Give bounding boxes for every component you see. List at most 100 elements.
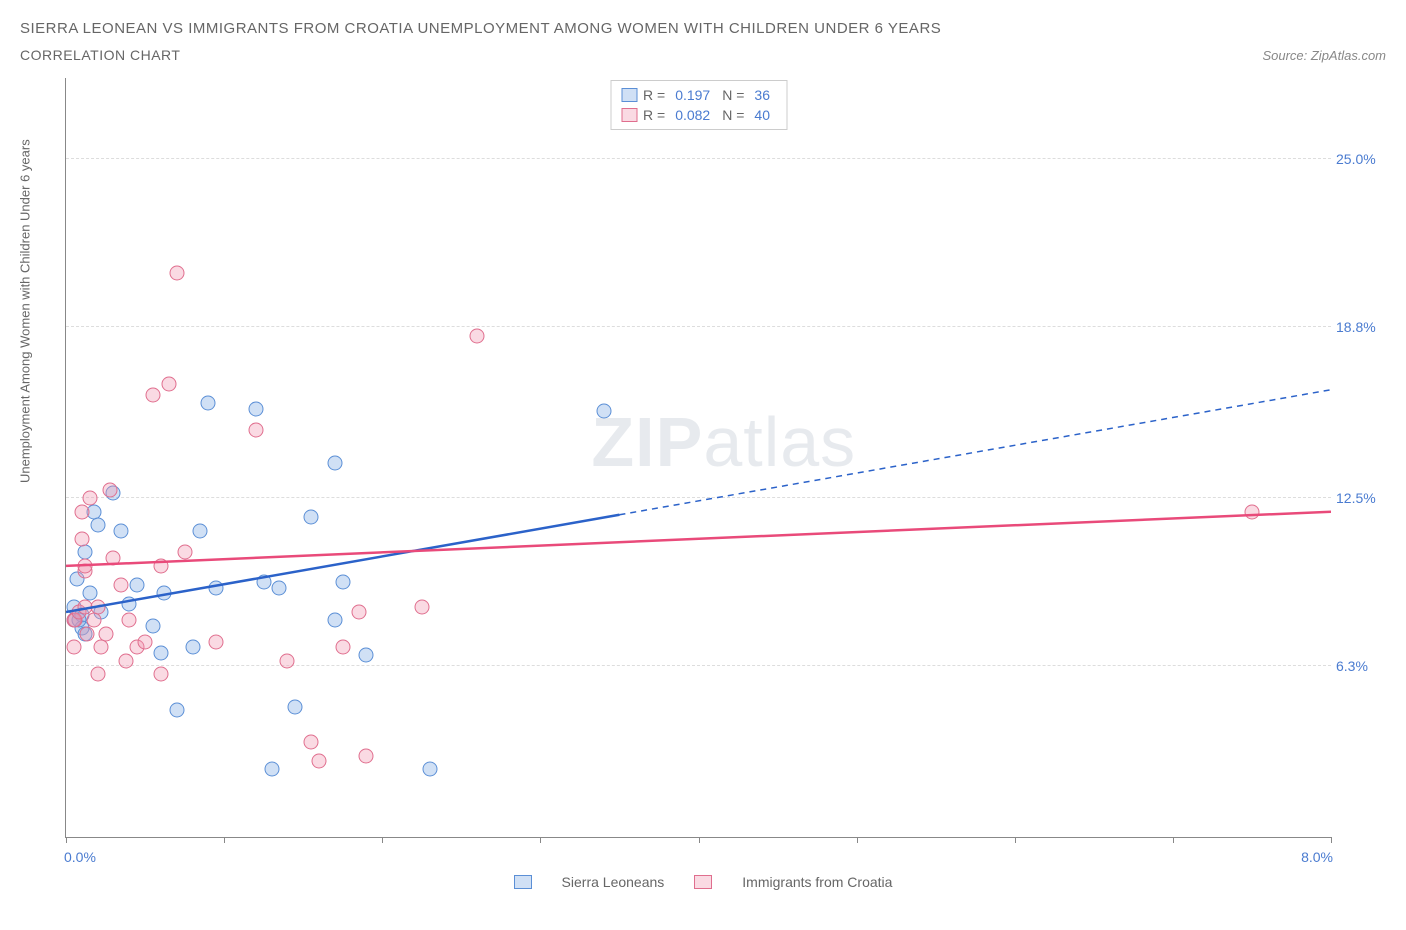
data-point-sl xyxy=(169,702,184,717)
data-point-sl xyxy=(256,575,271,590)
r-label: R = xyxy=(643,105,665,125)
data-point-cr xyxy=(280,653,295,668)
data-point-cr xyxy=(93,640,108,655)
data-point-sl xyxy=(122,596,137,611)
data-point-cr xyxy=(1244,504,1259,519)
data-point-sl xyxy=(272,580,287,595)
data-point-sl xyxy=(288,699,303,714)
data-point-sl xyxy=(264,762,279,777)
header-row: SIERRA LEONEAN VS IMMIGRANTS FROM CROATI… xyxy=(20,20,1386,63)
data-point-sl xyxy=(153,645,168,660)
data-point-cr xyxy=(66,640,81,655)
data-point-cr xyxy=(114,577,129,592)
data-point-cr xyxy=(312,754,327,769)
legend-label-sl: Sierra Leoneans xyxy=(562,874,665,890)
x-tick xyxy=(1015,837,1016,843)
x-tick xyxy=(1173,837,1174,843)
plot-area: ZIPatlas R =0.197N =36R =0.082N =40 0.0%… xyxy=(65,78,1331,838)
n-label: N = xyxy=(722,105,744,125)
legend-swatch-icon xyxy=(621,108,637,122)
watermark: ZIPatlas xyxy=(591,402,856,482)
data-point-cr xyxy=(122,613,137,628)
data-point-sl xyxy=(201,396,216,411)
data-point-sl xyxy=(193,523,208,538)
data-point-cr xyxy=(90,667,105,682)
x-tick xyxy=(66,837,67,843)
chart-title-1: SIERRA LEONEAN VS IMMIGRANTS FROM CROATI… xyxy=(20,20,941,37)
n-value: 36 xyxy=(754,85,770,105)
data-point-sl xyxy=(327,613,342,628)
trend-lines xyxy=(66,78,1331,837)
data-point-cr xyxy=(161,377,176,392)
legend-swatch-icon xyxy=(514,875,532,889)
watermark-atlas: atlas xyxy=(703,403,856,481)
y-tick-label: 12.5% xyxy=(1336,490,1381,506)
data-point-cr xyxy=(74,531,89,546)
data-point-sl xyxy=(157,586,172,601)
data-point-sl xyxy=(185,640,200,655)
data-point-cr xyxy=(106,550,121,565)
data-point-sl xyxy=(209,580,224,595)
data-point-cr xyxy=(304,735,319,750)
data-point-sl xyxy=(90,518,105,533)
data-point-sl xyxy=(422,762,437,777)
data-point-cr xyxy=(351,605,366,620)
legend-swatch-icon xyxy=(694,875,712,889)
chart-title-2: CORRELATION CHART xyxy=(20,47,941,63)
stats-box: R = 0.197 N = 36 R = 0.082 N = 40 xyxy=(610,80,787,130)
data-point-sl xyxy=(359,648,374,663)
data-point-cr xyxy=(74,504,89,519)
data-point-sl xyxy=(130,577,145,592)
data-point-cr xyxy=(335,640,350,655)
data-point-cr xyxy=(98,626,113,641)
data-point-cr xyxy=(470,328,485,343)
trend-line-cr xyxy=(66,512,1331,566)
r-value: 0.082 xyxy=(675,105,710,125)
data-point-sl xyxy=(327,455,342,470)
x-tick xyxy=(1331,837,1332,843)
data-point-cr xyxy=(153,667,168,682)
data-point-cr xyxy=(79,626,94,641)
data-point-sl xyxy=(596,404,611,419)
bottom-legend: Sierra Leoneans Immigrants from Croatia xyxy=(20,874,1386,890)
trend-line-dashed-sl xyxy=(619,390,1331,515)
chart-container: SIERRA LEONEAN VS IMMIGRANTS FROM CROATI… xyxy=(20,20,1386,890)
data-point-sl xyxy=(114,523,129,538)
data-point-cr xyxy=(103,483,118,498)
y-tick-label: 18.8% xyxy=(1336,319,1381,335)
legend-swatch-icon xyxy=(621,88,637,102)
trend-line-sl xyxy=(66,515,619,612)
r-label: R = xyxy=(643,85,665,105)
n-value: 40 xyxy=(754,105,770,125)
data-point-cr xyxy=(119,653,134,668)
stats-row-cr: R = 0.082 N = 40 xyxy=(621,105,776,125)
y-axis-label: Unemployment Among Women with Children U… xyxy=(18,463,33,483)
gridline: 12.5% xyxy=(66,497,1331,498)
data-point-cr xyxy=(209,634,224,649)
n-label: N = xyxy=(722,85,744,105)
data-point-sl xyxy=(304,510,319,525)
data-point-cr xyxy=(77,558,92,573)
stats-row-sl: R = 0.197 N = 36 xyxy=(621,85,776,105)
data-point-cr xyxy=(153,558,168,573)
x-tick xyxy=(857,837,858,843)
data-point-cr xyxy=(145,388,160,403)
data-point-cr xyxy=(248,423,263,438)
data-point-sl xyxy=(335,575,350,590)
source-label: Source: ZipAtlas.com xyxy=(1262,48,1386,63)
data-point-sl xyxy=(145,618,160,633)
x-tick xyxy=(540,837,541,843)
x-axis-end-label: 8.0% xyxy=(1301,849,1333,865)
y-tick-label: 6.3% xyxy=(1336,658,1381,674)
gridline: 6.3% xyxy=(66,665,1331,666)
data-point-cr xyxy=(90,599,105,614)
x-tick xyxy=(699,837,700,843)
data-point-cr xyxy=(138,634,153,649)
data-point-cr xyxy=(414,599,429,614)
x-axis-start-label: 0.0% xyxy=(64,849,96,865)
legend-label-cr: Immigrants from Croatia xyxy=(742,874,892,890)
r-value: 0.197 xyxy=(675,85,710,105)
title-block: SIERRA LEONEAN VS IMMIGRANTS FROM CROATI… xyxy=(20,20,941,63)
data-point-sl xyxy=(248,401,263,416)
data-point-cr xyxy=(169,266,184,281)
